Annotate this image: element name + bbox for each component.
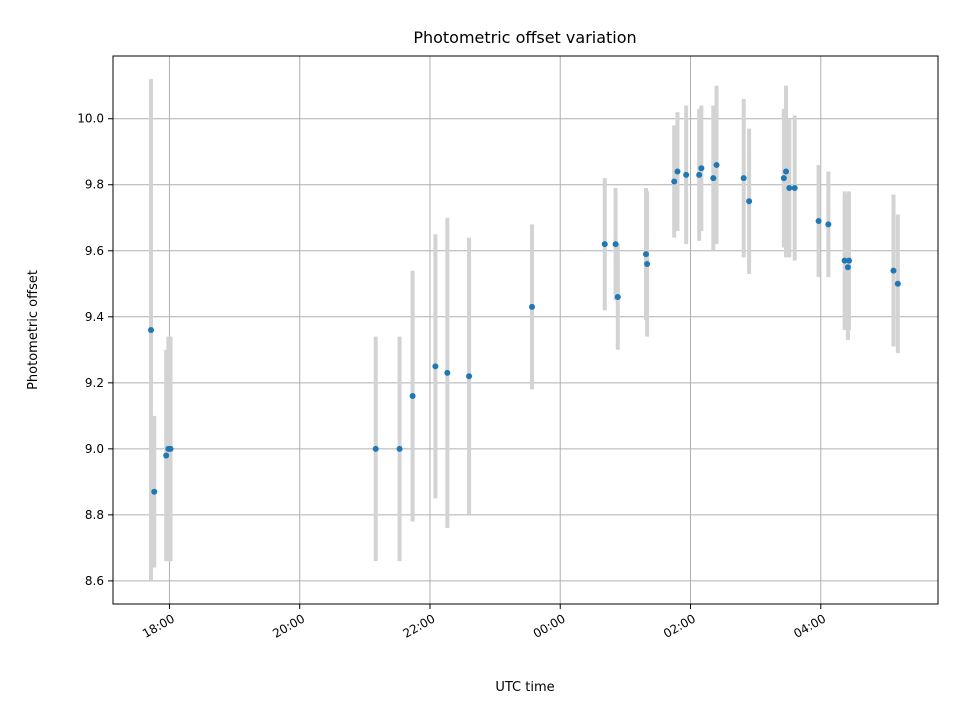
- x-tick-label: 20:00: [270, 611, 307, 640]
- y-tick-label: 9.2: [85, 376, 104, 390]
- data-point: [746, 198, 753, 205]
- data-point: [786, 185, 793, 192]
- data-point: [696, 171, 703, 178]
- data-point: [890, 267, 897, 274]
- data-point: [674, 168, 681, 175]
- data-point: [783, 168, 790, 175]
- data-point: [614, 293, 621, 300]
- x-axis-label: UTC time: [495, 680, 554, 695]
- x-tick-label: 18:00: [140, 611, 177, 640]
- data-point: [396, 445, 403, 452]
- y-tick-label: 10.0: [77, 112, 104, 126]
- grid: [113, 56, 938, 604]
- data-point: [147, 327, 154, 333]
- data-point: [713, 161, 720, 168]
- data-point: [372, 445, 379, 452]
- y-tick-label: 9.6: [85, 244, 104, 258]
- x-tick-label: 04:00: [791, 611, 828, 640]
- plot-area-frame: [112, 55, 939, 605]
- data-point: [163, 452, 170, 459]
- data-point: [698, 165, 705, 172]
- data-point: [844, 264, 851, 271]
- data-point: [740, 175, 747, 182]
- data-point: [642, 251, 649, 258]
- data-point: [644, 260, 651, 267]
- data-point: [432, 363, 439, 370]
- chart-title: Photometric offset variation: [413, 28, 636, 47]
- data-points: [147, 161, 901, 495]
- data-point: [529, 303, 536, 310]
- data-point: [151, 488, 158, 495]
- x-tick-label: 02:00: [661, 611, 698, 640]
- data-point: [710, 175, 717, 182]
- y-tick-label: 9.4: [85, 310, 104, 324]
- data-point: [780, 175, 787, 182]
- data-point: [612, 241, 619, 248]
- y-axis-label: Photometric offset: [26, 270, 41, 390]
- data-point: [601, 241, 608, 248]
- data-point: [444, 369, 451, 376]
- data-point: [825, 221, 832, 228]
- x-tick-label: 22:00: [401, 611, 438, 640]
- data-point: [671, 178, 678, 185]
- data-point: [409, 393, 416, 400]
- data-point: [791, 185, 798, 192]
- data-point: [841, 257, 848, 264]
- error-bars: [148, 79, 900, 581]
- y-tick-label: 8.8: [85, 508, 104, 522]
- y-tick-label: 9.8: [85, 178, 104, 192]
- data-point: [845, 257, 852, 264]
- x-tick-label: 00:00: [531, 611, 568, 640]
- data-point: [683, 171, 690, 178]
- y-tick-label: 8.6: [85, 574, 104, 588]
- data-point: [815, 218, 822, 225]
- y-tick-label: 9.0: [85, 442, 104, 456]
- data-point: [167, 445, 174, 452]
- data-point: [894, 280, 901, 287]
- data-point: [466, 373, 473, 380]
